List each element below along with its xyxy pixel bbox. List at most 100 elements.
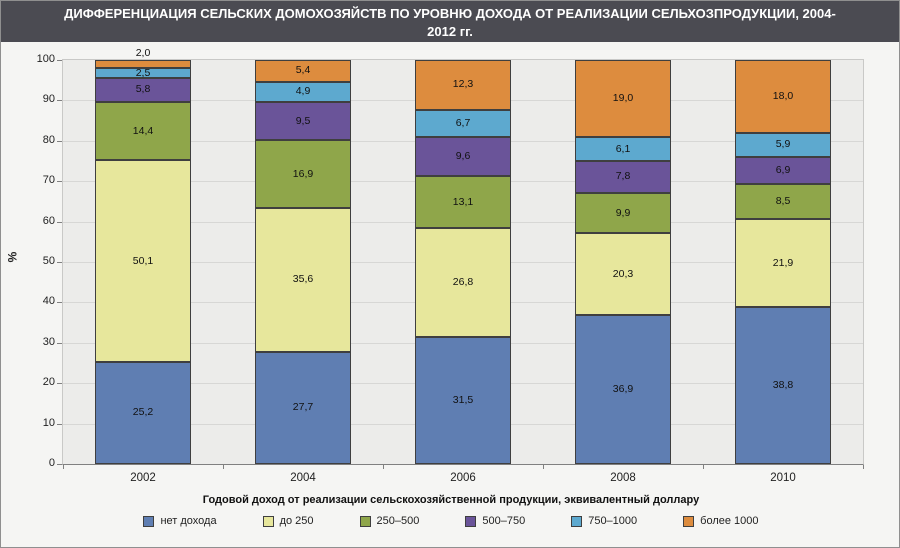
legend-label: 250–500	[376, 515, 420, 527]
bar-segment	[575, 60, 671, 137]
bar-segment-label: 50,1	[132, 254, 154, 267]
bar-segment	[575, 192, 671, 233]
plot-area: 25,2 50,1 14,4 5,8 2,5 2,0 27,7 35,6 16,9 9,5 4,9 5…	[62, 47, 864, 465]
chart-title: ДИФФЕРЕНЦИАЦИЯ СЕЛЬСКИХ ДОМОХОЗЯЙСТВ ПО …	[64, 6, 836, 39]
bar-segment	[255, 352, 351, 464]
bar-segment-label: 9,9	[615, 206, 631, 219]
bar-segment-label: 38,8	[772, 379, 794, 392]
legend-label: 750–1000	[588, 515, 638, 527]
x-tick-label: 2006	[450, 472, 476, 484]
x-tick-mark	[383, 465, 384, 469]
legend-swatch	[683, 515, 695, 527]
y-axis-label: %	[5, 251, 20, 263]
bar-segment	[415, 175, 511, 229]
bar-segment-label: 5,9	[775, 137, 791, 150]
bar-segment-label: 20,3	[612, 267, 634, 280]
bar-segment-label: 21,9	[772, 256, 794, 269]
bar-segment-label: 6,7	[455, 116, 471, 129]
y-tick-mark	[57, 221, 62, 223]
bar-segment-label: 6,1	[615, 142, 631, 155]
y-tick-label: 100	[36, 53, 55, 65]
bar-segment	[415, 336, 511, 464]
bar-segment	[415, 109, 511, 137]
bar-segment-label: 2,0	[135, 47, 151, 59]
legend-label: до 250	[279, 515, 314, 527]
bar-segment	[255, 139, 351, 209]
bar-segment-label: 14,4	[132, 124, 154, 137]
bar-segment-label: 12,3	[452, 78, 474, 90]
bar-segment	[735, 132, 831, 157]
y-tick-label: 40	[42, 295, 55, 308]
legend-label: 500–750	[482, 515, 526, 527]
legend-item: более 1000	[683, 515, 759, 527]
bar-segment-label: 19,0	[612, 92, 634, 104]
y-tick-mark	[57, 60, 62, 61]
bar-segment	[95, 60, 191, 69]
y-tick-mark	[57, 342, 62, 344]
bar-segment	[95, 78, 191, 102]
bar-segment	[415, 60, 511, 110]
x-tick-mark	[703, 465, 704, 469]
legend-item: 250–500	[359, 515, 420, 527]
bar-segment	[255, 101, 351, 140]
x-tick-mark	[543, 465, 544, 469]
legend-item: нет дохода	[143, 515, 217, 527]
y-tick-label: 10	[42, 416, 55, 429]
y-tick-label: 20	[42, 376, 55, 389]
bar-segment-label: 13,1	[452, 195, 474, 208]
bar-segment-label: 4,9	[295, 84, 311, 97]
y-tick-mark	[57, 140, 62, 142]
x-axis-title: Годовой доход от реализации сельскохозяй…	[202, 494, 700, 506]
legend-swatch	[571, 515, 583, 527]
bar-segment-label: 35,6	[292, 273, 314, 286]
legend: нет дохода до 250 250–500 500–750 750–1000 бо…	[1, 515, 899, 527]
bar-segment	[95, 159, 191, 363]
bar-segment-label: 8,5	[775, 195, 791, 208]
y-tick-mark	[57, 181, 62, 183]
bar-segment-label: 18,0	[772, 90, 794, 102]
y-tick-mark	[57, 100, 62, 102]
y-tick-mark	[57, 302, 62, 304]
bar-segment	[575, 161, 671, 193]
bar-segment	[575, 232, 671, 315]
y-tick-mark	[57, 383, 62, 385]
bar-segment-label: 36,9	[612, 382, 634, 395]
bar-segment	[95, 362, 191, 464]
bar-segment	[735, 184, 831, 219]
bar-segment-label: 27,7	[292, 401, 314, 414]
legend-label: более 1000	[700, 515, 759, 527]
x-tick-label: 2002	[130, 472, 156, 484]
bar-segment-label: 7,8	[615, 170, 631, 183]
bar-segment-label: 9,6	[455, 149, 471, 162]
x-tick-label: 2008	[610, 472, 636, 484]
bar-segment	[575, 314, 671, 464]
y-tick-label: 70	[42, 174, 55, 187]
bar-segment-label: 25,2	[132, 406, 154, 419]
bar-segment-label: 5,4	[295, 64, 311, 76]
bar-segment	[255, 208, 351, 353]
bar-segment	[735, 156, 831, 185]
chart-area: % 0 10 20 30 40 50 60 70 80 90 100 25,2 50,1 14,4 5,8…	[1, 42, 899, 547]
bar-segment	[255, 81, 351, 102]
legend-swatch	[359, 515, 371, 527]
x-tick-label: 2004	[290, 472, 316, 484]
y-tick-label: 0	[48, 457, 55, 469]
bar-segment-label: 26,8	[452, 276, 474, 289]
x-tick-mark	[63, 465, 64, 469]
y-tick-mark	[57, 423, 62, 425]
bar-segment-label: 2,5	[135, 67, 151, 80]
bar-segment-label: 5,8	[135, 83, 151, 96]
bar-segment-label: 16,9	[292, 167, 314, 180]
legend-label: нет дохода	[160, 515, 217, 527]
bar-segment	[95, 68, 191, 79]
legend-item: 500–750	[465, 515, 525, 527]
x-tick-mark	[223, 465, 224, 469]
y-tick-label: 60	[42, 214, 55, 227]
legend-swatch	[143, 515, 155, 527]
y-tick-mark	[57, 464, 62, 465]
legend-item: до 250	[262, 515, 314, 527]
bar-segment	[735, 60, 831, 133]
bar-segment-label: 6,9	[775, 163, 791, 176]
x-tick-mark	[863, 465, 864, 469]
